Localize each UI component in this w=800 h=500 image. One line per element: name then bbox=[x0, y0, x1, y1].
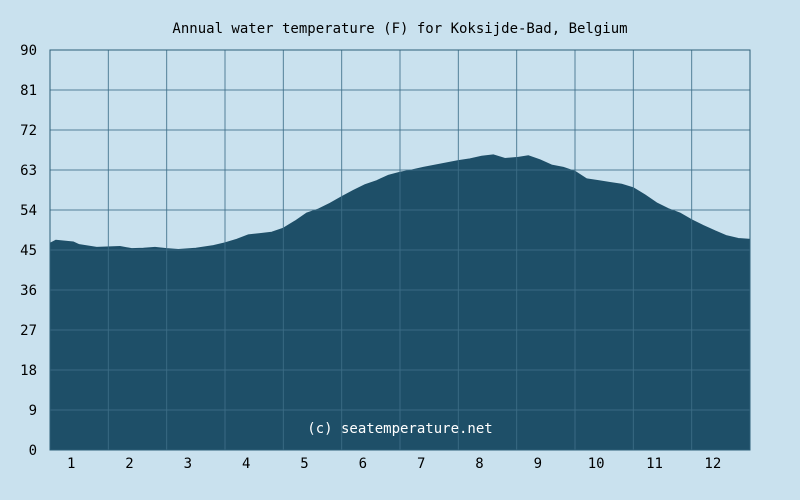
y-tick-label: 81 bbox=[20, 83, 37, 99]
y-tick-label: 54 bbox=[20, 203, 37, 219]
x-axis-tick-labels: 1 2 3 4 5 6 7 8 9 10 11 12 bbox=[67, 456, 721, 472]
x-tick-label: 4 bbox=[242, 456, 250, 472]
watermark-text: (c) seatemperature.net bbox=[307, 421, 492, 437]
x-tick-label: 12 bbox=[704, 456, 721, 472]
x-tick-label: 3 bbox=[184, 456, 192, 472]
x-tick-label: 10 bbox=[588, 456, 605, 472]
x-tick-label: 11 bbox=[646, 456, 663, 472]
grid-lines bbox=[49, 49, 751, 451]
chart-title: Annual water temperature (F) for Koksijd… bbox=[172, 21, 627, 37]
y-tick-label: 72 bbox=[20, 123, 37, 139]
y-tick-label: 36 bbox=[20, 283, 37, 299]
y-tick-label: 27 bbox=[20, 323, 37, 339]
x-tick-label: 9 bbox=[534, 456, 542, 472]
x-tick-label: 5 bbox=[300, 456, 308, 472]
y-tick-label: 18 bbox=[20, 363, 37, 379]
y-axis-tick-labels: 0 9 18 27 36 45 54 63 72 81 90 bbox=[20, 43, 37, 459]
y-tick-label: 63 bbox=[20, 163, 37, 179]
plot-border bbox=[49, 49, 751, 451]
y-tick-label: 0 bbox=[29, 443, 37, 459]
x-tick-label: 6 bbox=[359, 456, 367, 472]
x-tick-label: 8 bbox=[475, 456, 483, 472]
y-tick-label: 9 bbox=[29, 403, 37, 419]
y-tick-label: 90 bbox=[20, 43, 37, 59]
x-tick-label: 7 bbox=[417, 456, 425, 472]
y-tick-label: 45 bbox=[20, 243, 37, 259]
x-tick-label: 1 bbox=[67, 456, 75, 472]
x-tick-label: 2 bbox=[125, 456, 133, 472]
